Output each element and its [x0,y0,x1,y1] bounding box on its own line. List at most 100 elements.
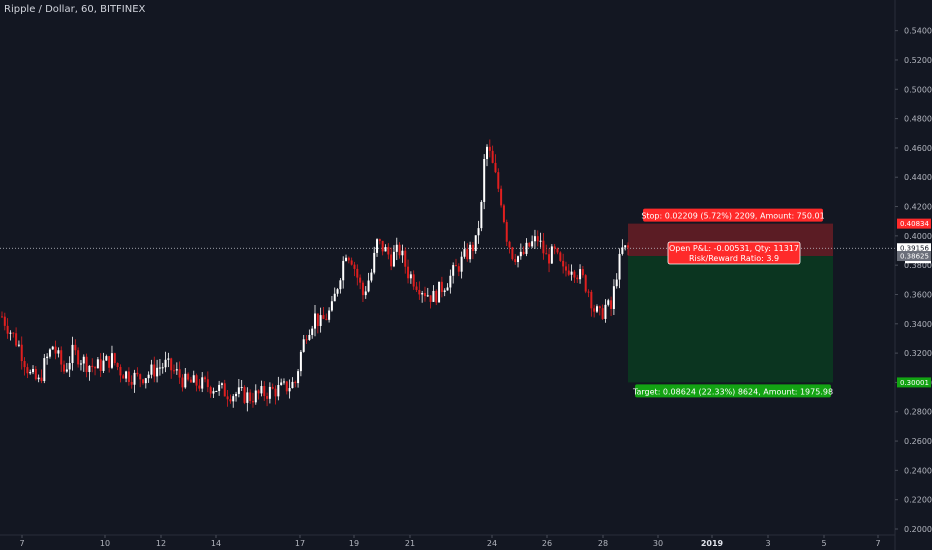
candle-body [277,384,280,397]
stop-price-badge-box [897,218,931,229]
candle-body [384,247,387,252]
candle-body [322,315,325,319]
candle-body [426,295,429,297]
candle-body [584,275,587,292]
candle-body [415,286,418,290]
candle-body [494,162,497,173]
candle-body [618,253,621,280]
candle-body [29,372,32,374]
candle-body [77,350,80,365]
candle-body [336,289,339,294]
candle-body [74,344,77,351]
candle-body [299,351,302,372]
candle-body [288,388,291,392]
candle-body [133,372,136,385]
candle-body [480,201,483,229]
candle-body [51,346,54,350]
candle-body [471,244,474,252]
candle-body [508,241,511,248]
price-tick-label: 0.20000 [904,525,932,534]
candle-body [525,242,528,254]
time-tick-label: 21 [405,539,415,548]
candle-body [141,379,144,384]
candle-body [581,269,584,276]
time-tick-label: 28 [598,539,608,548]
candle-body [593,308,596,312]
candle-body [125,371,128,379]
stop-label: Stop: 0.02209 (5.72%) 2209, Amount: 750.… [641,208,825,222]
candle-body [82,356,85,364]
candle-body [438,281,441,303]
last-price-badge-box [897,243,931,254]
candle-body [550,246,553,264]
open-pl-label: Open P&L: -0.00531, Qty: 11317 Risk/Rewa… [667,241,801,265]
candle-body [308,334,311,340]
candle-body [367,280,370,292]
candle-body [474,235,477,252]
candle-body [181,377,184,388]
candle-body [443,290,446,292]
candle-body [316,313,319,326]
candle-body [533,236,536,242]
candle-body [407,266,410,279]
candle-body [263,386,266,397]
candle-body [201,377,204,389]
candle-body [333,293,336,302]
candle-body [429,295,432,302]
candle-body [260,386,263,394]
time-axis[interactable]: 7 10 12 14 17 19 21 24 26 28 30 2019 3 5 7 [19,535,881,548]
candle-body [198,385,201,389]
take-profit-zone[interactable] [628,256,833,383]
time-tick-label: 12 [156,539,166,548]
candle-body [373,252,376,273]
candle-body [466,249,469,260]
candle-body [257,390,260,394]
candle-body [88,365,91,373]
candle-body [486,146,489,159]
candle-body [627,245,629,248]
candle-body [556,248,559,253]
target-label-box [635,384,831,398]
chart-title: Ripple / Dollar, 60, BITFINEX [4,4,146,15]
stop-label-text: Stop: 0.02209 (5.72%) 2209, Amount: 750.… [641,212,824,221]
time-tick-label: 10 [100,539,110,548]
candle-body [460,256,463,272]
candle-body [57,350,60,354]
candle-body [195,375,198,386]
candle-body [113,353,116,363]
candle-body [291,381,294,389]
candle-body [37,377,40,380]
candle-body [17,344,20,346]
candle-body [158,367,161,369]
candle-body [342,260,345,281]
candle-body [469,244,472,260]
candle-body [339,280,342,290]
candle-body [347,257,350,261]
candle-body [621,247,624,254]
candle-body [522,251,525,254]
candle-body [99,359,102,371]
candle-body [23,361,26,368]
candle-body [604,304,607,319]
candle-body [528,242,531,247]
candle-body [305,339,308,341]
candle-body [102,360,105,371]
candle-body [505,222,508,242]
candle-body [164,359,167,368]
candle-body [209,387,212,394]
candle-body [266,396,269,399]
candle-body [325,318,328,320]
candle-body [350,260,353,265]
candle-body [15,333,18,346]
candle-body [463,249,466,257]
target-price-badge-box [897,377,931,388]
candle-body [531,241,534,247]
candle-body [319,315,322,326]
candle-body [356,268,359,278]
